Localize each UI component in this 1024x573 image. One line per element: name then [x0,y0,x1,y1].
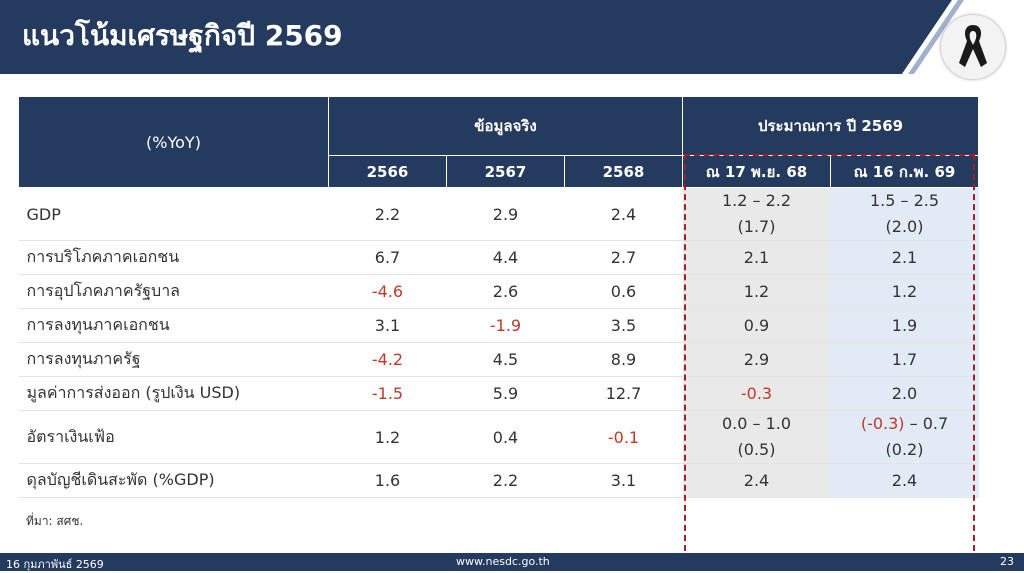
table-row: การลงทุนภาครัฐ -4.2 4.5 8.9 2.9 1.7 [18,342,979,377]
year-header-2566: 2566 [328,155,447,188]
table-row: การอุปโภคภาครัฐบาล -4.6 2.6 0.6 1.2 1.2 [18,274,979,309]
cell-value: 3.5 [564,308,683,343]
source-note: ที่มา: สศช. [26,514,84,528]
footer-url[interactable]: www.nesdc.go.th [456,555,550,568]
cell-value: 2.2 [446,463,565,498]
forecast-cell: (-0.3) – 0.7 (0.2) [830,410,979,464]
forecast-cell: 2.0 [830,376,979,411]
cell-value: 3.1 [328,308,447,343]
cell-value: 2.7 [564,240,683,275]
actual-data-header: ข้อมูลจริง [328,96,683,156]
forecast-midpoint: (2.0) [885,217,924,236]
row-label: อัตราเงินเฟ้อ [18,410,329,464]
cell-value: 0.6 [564,274,683,309]
page-title: แนวโน้มเศรษฐกิจปี 2569 [22,19,343,52]
row-label: มูลค่าการส่งออก (รูปเงิน USD) [18,376,329,411]
forecast-cell: 1.7 [830,342,979,377]
forecast-cell-negative: -0.3 [682,376,831,411]
cell-value: 8.9 [564,342,683,377]
forecast-midpoint: (1.7) [737,217,776,236]
cell-value: 1.2 [328,410,447,464]
forecast-cell: 2.1 [830,240,979,275]
cell-value: 5.9 [446,376,565,411]
forecast-range: 1.2 – 2.2 [721,191,792,210]
row-label: การลงทุนภาครัฐ [18,342,329,377]
table-row: มูลค่าการส่งออก (รูปเงิน USD) -1.5 5.9 1… [18,376,979,411]
black-mourning-ribbon-icon [940,14,1006,80]
table-row: GDP 2.2 2.9 2.4 1.2 – 2.2 (1.7) 1.5 – 2.5… [18,187,979,241]
forecast-cell: 2.4 [682,463,831,498]
cell-value: 4.5 [446,342,565,377]
forecast-cell: 2.1 [682,240,831,275]
row-label: GDP [18,187,329,241]
forecast-cell: 2.9 [682,342,831,377]
cell-value-negative: -4.6 [328,274,447,309]
forecast-cell: 1.5 – 2.5 (2.0) [830,187,979,241]
cell-value: 0.4 [446,410,565,464]
table-row: การบริโภคภาคเอกชน 6.7 4.4 2.7 2.1 2.1 [18,240,979,275]
forecast-col-nov68: ณ 17 พ.ย. 68 [682,155,831,188]
forecast-range-negative-part: (-0.3) [860,414,905,433]
forecast-range: 1.5 – 2.5 [869,191,940,210]
row-label: การลงทุนภาคเอกชน [18,308,329,343]
cell-value: 12.7 [564,376,683,411]
forecast-cell: 0.9 [682,308,831,343]
footer-date: 16 กุมภาพันธ์ 2569 [6,558,104,571]
row-label: การบริโภคภาคเอกชน [18,240,329,275]
row-label: การอุปโภคภาครัฐบาล [18,274,329,309]
cell-value-negative: -1.5 [328,376,447,411]
year-header-2568: 2568 [564,155,683,188]
cell-value-negative: -4.2 [328,342,447,377]
forecast-col-feb69: ณ 16 ก.พ. 69 [829,155,980,188]
cell-value: 2.2 [328,187,447,241]
cell-value-negative: -0.1 [564,410,683,464]
forecast-cell: 0.0 – 1.0 (0.5) [682,410,831,464]
forecast-header: ประมาณการ ปี 2569 [681,96,980,156]
table-row: การลงทุนภาคเอกชน 3.1 -1.9 3.5 0.9 1.9 [18,308,979,343]
cell-value: 1.6 [328,463,447,498]
footer-bar: 16 กุมภาพันธ์ 2569 www.nesdc.go.th 23 [0,553,1024,571]
header-band: แนวโน้มเศรษฐกิจปี 2569 [0,0,1024,80]
forecast-cell: 2.4 [830,463,979,498]
cell-value: 2.4 [564,187,683,241]
forecast-cell: 1.2 [682,274,831,309]
table-row: อัตราเงินเฟ้อ 1.2 0.4 -0.1 0.0 – 1.0 (0.5… [18,410,979,464]
cell-value: 6.7 [328,240,447,275]
table-row: ดุลบัญชีเดินสะพัด (%GDP) 1.6 2.2 3.1 2.4… [18,463,979,498]
cell-value: 2.6 [446,274,565,309]
cell-value: 3.1 [564,463,683,498]
year-header-2567: 2567 [446,155,565,188]
economic-outlook-table: (%YoY) ข้อมูลจริง ประมาณการ ปี 2569 2566… [18,96,980,561]
corner-header: (%YoY) [18,96,329,188]
forecast-cell: 1.2 [830,274,979,309]
page-number: 23 [1000,555,1014,568]
forecast-cell: 1.9 [830,308,979,343]
forecast-cell: 1.2 – 2.2 (1.7) [682,187,831,241]
cell-value: 2.9 [446,187,565,241]
forecast-midpoint: (0.5) [737,440,776,459]
cell-value: 4.4 [446,240,565,275]
cell-value-negative: -1.9 [446,308,565,343]
forecast-midpoint: (0.2) [885,440,924,459]
forecast-range-rest: – 0.7 [904,414,949,433]
row-label: ดุลบัญชีเดินสะพัด (%GDP) [18,463,329,498]
forecast-range: 0.0 – 1.0 [721,414,792,433]
